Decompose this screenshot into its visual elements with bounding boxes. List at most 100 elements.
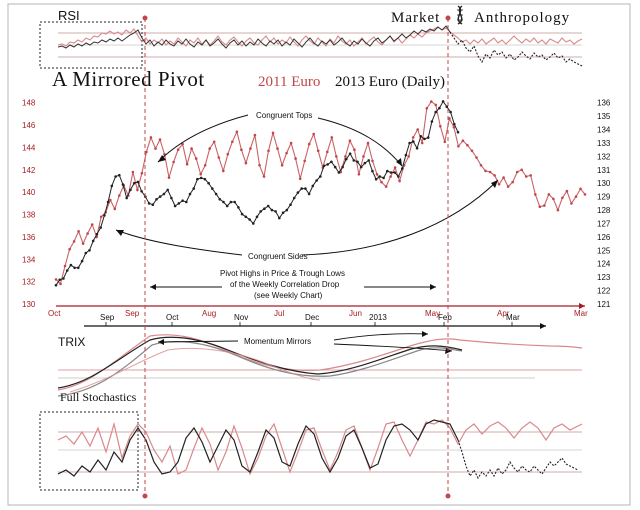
left-tick-label: 132 [22, 278, 36, 287]
data-point [233, 200, 236, 204]
data-point [207, 181, 210, 185]
data-point [362, 155, 365, 158]
pivot-text-line3: (see Weekly Chart) [254, 291, 323, 300]
x-tick-2013: Sep [100, 313, 115, 322]
data-point [493, 174, 496, 177]
data-point [69, 263, 73, 267]
data-point [289, 203, 292, 206]
series-line-2011-euro [55, 100, 586, 285]
data-point [529, 174, 532, 177]
data-point [359, 165, 363, 169]
brand-left: Market [391, 10, 440, 26]
data-point [95, 232, 99, 236]
data-point [363, 161, 367, 165]
data-point [439, 124, 442, 128]
data-point [565, 189, 569, 193]
data-point [570, 202, 573, 205]
left-tick-label: 136 [22, 233, 36, 242]
tops-arrow-left [157, 114, 249, 163]
data-point [386, 169, 389, 173]
right-tick-label: 132 [597, 152, 611, 161]
x-tick-2011: Jun [349, 309, 362, 318]
data-point [188, 192, 192, 196]
data-point [99, 226, 102, 229]
data-point [344, 155, 347, 158]
data-point [378, 175, 382, 178]
data-point [411, 136, 415, 139]
data-point [131, 170, 135, 174]
data-point [199, 176, 203, 180]
data-point [86, 232, 89, 235]
data-point [420, 141, 424, 145]
data-point [170, 196, 173, 200]
data-point [196, 177, 199, 181]
data-point [84, 251, 88, 255]
data-point [335, 155, 338, 158]
data-point [140, 171, 144, 175]
data-point [371, 159, 374, 163]
data-point [118, 194, 121, 197]
data-point [443, 140, 447, 144]
brand: Market Anthropology [391, 5, 569, 26]
left-tick-label: 148 [22, 99, 36, 108]
data-point [176, 148, 180, 151]
data-point [240, 148, 243, 151]
data-point [110, 184, 114, 188]
x-tick-2011: Sep [125, 309, 140, 318]
data-point [415, 147, 419, 150]
annotations: Congruent Tops Congruent Sides Pivot Hig… [115, 111, 499, 300]
data-point [252, 222, 255, 225]
data-point [118, 173, 121, 177]
data-point [65, 269, 69, 272]
right-tick-label: 123 [597, 273, 611, 282]
data-point [371, 169, 374, 173]
data-point [109, 198, 112, 202]
stoch-projection-line [457, 439, 579, 480]
left-tick-label: 142 [22, 166, 36, 175]
data-point [226, 152, 230, 156]
data-point [240, 212, 244, 216]
momentum-mirrors-label: Momentum Mirrors [244, 337, 311, 346]
data-point [445, 105, 449, 108]
left-tick-label: 130 [22, 300, 36, 309]
data-point [90, 223, 94, 226]
stoch-red-line [57, 419, 583, 476]
sides-arrow-left [115, 229, 243, 256]
x-tick-2013: Oct [166, 313, 179, 322]
data-point [208, 147, 211, 150]
data-point [357, 173, 361, 176]
data-point [99, 215, 103, 219]
data-point [316, 149, 320, 153]
data-point [63, 264, 67, 268]
rsi-label: RSI [58, 8, 80, 23]
price-panel [54, 100, 587, 287]
data-point [149, 136, 153, 139]
data-point [430, 100, 433, 103]
data-point [58, 278, 61, 282]
data-point [185, 162, 189, 166]
data-point [366, 141, 370, 145]
stochastics-label: Full Stochastics [60, 390, 137, 404]
data-point [289, 141, 293, 145]
data-point [556, 208, 560, 212]
data-point [54, 278, 58, 281]
data-point [222, 200, 225, 204]
data-point [103, 214, 106, 217]
data-point [62, 277, 65, 280]
data-point [91, 239, 95, 243]
data-point [270, 208, 274, 212]
data-point [244, 161, 248, 165]
data-point [367, 159, 371, 162]
data-point [524, 175, 528, 178]
data-point [72, 240, 76, 243]
data-point [190, 147, 193, 150]
data-point [312, 132, 316, 136]
data-point [389, 175, 392, 178]
pivot-text-line1: Pivot Highs in Price & Trough Lows [220, 269, 345, 278]
data-point [400, 167, 404, 170]
x-tick-2013: Feb [438, 313, 452, 322]
trix-label: TRIX [58, 335, 85, 349]
congruent-tops-label: Congruent Tops [256, 111, 312, 120]
